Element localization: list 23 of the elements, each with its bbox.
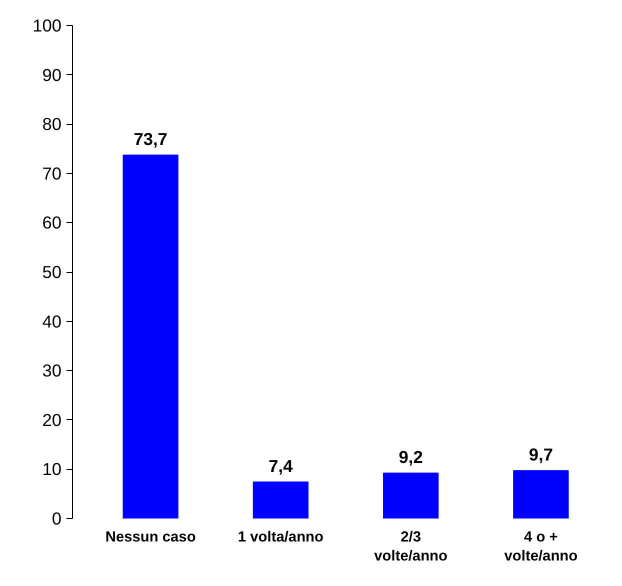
x-tick-label: Nessun caso bbox=[105, 530, 196, 546]
y-tick-label: 50 bbox=[42, 262, 62, 282]
y-tick-label: 100 bbox=[32, 16, 62, 36]
x-tick-label: 2/3 volte/anno bbox=[374, 530, 448, 565]
y-tick-label: 40 bbox=[42, 311, 62, 332]
y-tick-label: 20 bbox=[42, 410, 62, 430]
bar bbox=[252, 482, 309, 518]
data-label: 9,7 bbox=[528, 444, 553, 465]
y-tick-label: 30 bbox=[42, 360, 62, 381]
y-tick-label: 0 bbox=[52, 508, 62, 528]
y-tick-label: 80 bbox=[42, 114, 62, 134]
bar bbox=[382, 472, 439, 518]
bar bbox=[513, 470, 569, 518]
bar bbox=[122, 154, 178, 518]
x-tick-label: 1 volta/anno bbox=[238, 530, 324, 546]
x-tick-label: 4 o + volte/anno bbox=[504, 530, 578, 565]
data-label: 73,7 bbox=[134, 129, 168, 150]
data-label: 7,4 bbox=[268, 456, 294, 476]
y-tick-label: 70 bbox=[42, 163, 62, 184]
data-label: 9,2 bbox=[398, 447, 423, 468]
y-tick-label: 90 bbox=[42, 64, 62, 85]
y-tick-label: 10 bbox=[42, 459, 62, 480]
y-tick-label: 60 bbox=[42, 212, 62, 233]
